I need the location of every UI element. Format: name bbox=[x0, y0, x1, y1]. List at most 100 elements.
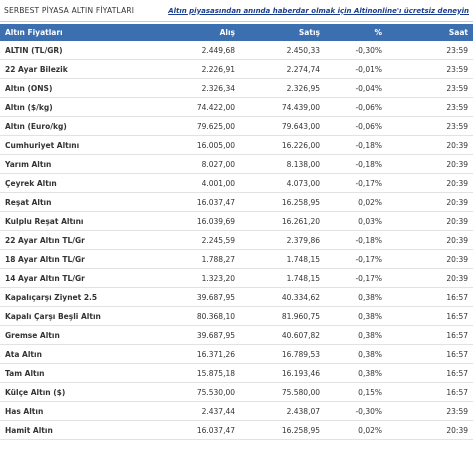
cell: 23:59 bbox=[387, 59, 473, 79]
row-label: Kapalıçarşı Ziynet 2.5 bbox=[0, 287, 150, 307]
cell: 20:39 bbox=[387, 211, 473, 231]
header: SERBEST PİYASA ALTIN FİYATLARI Altın piy… bbox=[0, 0, 473, 22]
cell: 20:39 bbox=[387, 249, 473, 269]
cell: 1.323,20 bbox=[150, 268, 240, 288]
table-row: Cumhuriyet Altını 16.005,00 16.226,00 -0,18… bbox=[0, 135, 473, 155]
table-row: 22 Ayar Bilezik 2.226,91 2.274,74 -0,01% 23:… bbox=[0, 59, 473, 79]
cell: 1.748,15 bbox=[240, 268, 325, 288]
column-header: % bbox=[325, 24, 387, 41]
table-row: Altın (Euro/kg) 79.625,00 79.643,00 -0,06% 2… bbox=[0, 116, 473, 136]
table-row: 14 Ayar Altın TL/Gr 1.323,20 1.748,15 -0,17… bbox=[0, 268, 473, 288]
cell: 79.643,00 bbox=[240, 116, 325, 136]
cell: 0,15% bbox=[325, 382, 387, 402]
table-row: Ata Altın 16.371,26 16.789,53 0,38% 16:57 bbox=[0, 344, 473, 364]
cell: 79.625,00 bbox=[150, 116, 240, 136]
cell: 0,02% bbox=[325, 420, 387, 440]
cell: 20:39 bbox=[387, 154, 473, 174]
cell: 8.027,00 bbox=[150, 154, 240, 174]
row-label: 22 Ayar Bilezik bbox=[0, 59, 150, 79]
cell: 16.037,47 bbox=[150, 192, 240, 212]
row-label: Kulplu Reşat Altını bbox=[0, 211, 150, 231]
cell: 2.326,34 bbox=[150, 78, 240, 98]
cell: 2.245,59 bbox=[150, 230, 240, 250]
cell: 4.073,00 bbox=[240, 173, 325, 193]
cell: 80.368,10 bbox=[150, 306, 240, 326]
cell: -0,18% bbox=[325, 230, 387, 250]
cell: 16.193,46 bbox=[240, 363, 325, 383]
cell: 16:57 bbox=[387, 287, 473, 307]
header-row: Altın Fiyatları Alış Satış% Saat bbox=[0, 24, 473, 41]
cell: 0,38% bbox=[325, 325, 387, 345]
cell: -0,17% bbox=[325, 249, 387, 269]
cell: -0,18% bbox=[325, 135, 387, 155]
table-row: Çeyrek Altın 4.001,00 4.073,00 -0,17% 20:39 bbox=[0, 173, 473, 193]
cell: 0,38% bbox=[325, 344, 387, 364]
row-label: Cumhuriyet Altını bbox=[0, 135, 150, 155]
promo-link[interactable]: Altın piyasasından anında haberdar olmak… bbox=[168, 6, 469, 15]
cell: -0,18% bbox=[325, 154, 387, 174]
cell: 20:39 bbox=[387, 230, 473, 250]
table-row: 22 Ayar Altın TL/Gr 2.245,59 2.379,86 -0,18… bbox=[0, 230, 473, 250]
cell: 16:57 bbox=[387, 344, 473, 364]
cell: 16.039,69 bbox=[150, 211, 240, 231]
cell: 0,02% bbox=[325, 192, 387, 212]
row-label: Gremse Altın bbox=[0, 325, 150, 345]
row-label: 22 Ayar Altın TL/Gr bbox=[0, 230, 150, 250]
row-label: Yarım Altın bbox=[0, 154, 150, 174]
cell: 2.379,86 bbox=[240, 230, 325, 250]
cell: 16:57 bbox=[387, 382, 473, 402]
cell: 0,38% bbox=[325, 287, 387, 307]
table-row: Altın (ONS) 2.326,34 2.326,95 -0,04% 23:59 bbox=[0, 78, 473, 98]
cell: 23:59 bbox=[387, 401, 473, 421]
row-label: Tam Altın bbox=[0, 363, 150, 383]
cell: -0,17% bbox=[325, 268, 387, 288]
cell: 20:39 bbox=[387, 420, 473, 440]
table-row: Altın ($/kg) 74.422,00 74.439,00 -0,06% 23:5… bbox=[0, 97, 473, 117]
table-row: Has Altın 2.437,44 2.438,07 -0,30% 23:59 bbox=[0, 401, 473, 421]
table-row: Kapalıçarşı Ziynet 2.5 39.687,95 40.334,62… bbox=[0, 287, 473, 307]
row-label: Altın (ONS) bbox=[0, 78, 150, 98]
cell: 23:59 bbox=[387, 116, 473, 136]
cell: 75.530,00 bbox=[150, 382, 240, 402]
cell: 16.261,20 bbox=[240, 211, 325, 231]
table-row: Hamit Altın 16.037,47 16.258,95 0,02% 20:39 bbox=[0, 420, 473, 440]
cell: 16.789,53 bbox=[240, 344, 325, 364]
cell: 16.005,00 bbox=[150, 135, 240, 155]
cell: 20:39 bbox=[387, 192, 473, 212]
cell: 16:57 bbox=[387, 363, 473, 383]
cell: 16:57 bbox=[387, 325, 473, 345]
table-row: Gremse Altın 39.687,95 40.607,82 0,38% 16:57 bbox=[0, 325, 473, 345]
row-label: Altın ($/kg) bbox=[0, 97, 150, 117]
table-row: Kapalı Çarşı Beşli Altın 80.368,10 81.960,… bbox=[0, 306, 473, 326]
column-header: Satış bbox=[240, 24, 325, 41]
cell: 8.138,00 bbox=[240, 154, 325, 174]
table-row: Kulplu Reşat Altını 16.039,69 16.261,20 0,0… bbox=[0, 211, 473, 231]
table-row: 18 Ayar Altın TL/Gr 1.788,27 1.748,15 -0,17… bbox=[0, 249, 473, 269]
cell: 2.438,07 bbox=[240, 401, 325, 421]
cell: 23:59 bbox=[387, 97, 473, 117]
row-label: 14 Ayar Altın TL/Gr bbox=[0, 268, 150, 288]
cell: -0,04% bbox=[325, 78, 387, 98]
table-row: Külçe Altın ($) 75.530,00 75.580,00 0,15% 16… bbox=[0, 382, 473, 402]
cell: 16.371,26 bbox=[150, 344, 240, 364]
cell: 0,38% bbox=[325, 363, 387, 383]
cell: 20:39 bbox=[387, 173, 473, 193]
row-label: Hamit Altın bbox=[0, 420, 150, 440]
cell: 74.439,00 bbox=[240, 97, 325, 117]
column-header: Saat bbox=[387, 24, 473, 41]
cell: -0,01% bbox=[325, 59, 387, 79]
cell: 2.437,44 bbox=[150, 401, 240, 421]
cell: 39.687,95 bbox=[150, 287, 240, 307]
cell: -0,30% bbox=[325, 41, 387, 60]
table-row: Tam Altın 15.875,18 16.193,46 0,38% 16:57 bbox=[0, 363, 473, 383]
table-row: Yarım Altın 8.027,00 8.138,00 -0,18% 20:39 bbox=[0, 154, 473, 174]
cell: 16.258,95 bbox=[240, 192, 325, 212]
row-label: Külçe Altın ($) bbox=[0, 382, 150, 402]
cell: 0,38% bbox=[325, 306, 387, 326]
row-label: Altın (Euro/kg) bbox=[0, 116, 150, 136]
table-row: ALTIN (TL/GR) 2.449,68 2.450,33 -0,30% 23:59 bbox=[0, 41, 473, 60]
column-header: Alış bbox=[150, 24, 240, 41]
cell: 16.037,47 bbox=[150, 420, 240, 440]
price-table: Altın Fiyatları Alış Satış% Saat ALTIN (TL/… bbox=[0, 24, 473, 440]
cell: 4.001,00 bbox=[150, 173, 240, 193]
